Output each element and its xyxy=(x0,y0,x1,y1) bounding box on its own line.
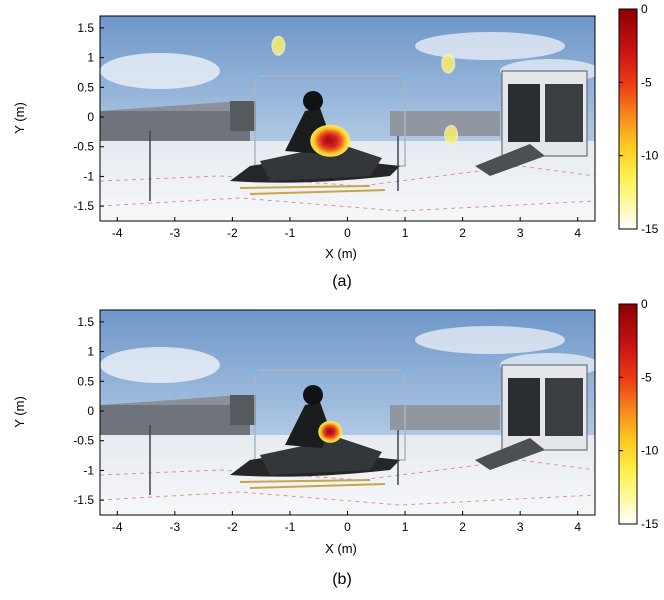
y-tick-label: 0.5 xyxy=(77,374,94,388)
y-tick-label: 1 xyxy=(87,345,94,359)
acoustic-heatmap-a xyxy=(271,35,459,157)
x-axis-label-b: X (m) xyxy=(325,541,357,556)
photo-background xyxy=(100,310,595,515)
sound-source-peak xyxy=(310,124,351,157)
y-tick-label: 1.5 xyxy=(77,315,94,329)
y-tick-label: 0 xyxy=(87,110,94,124)
colorbar-tick-label: -15 xyxy=(641,222,659,236)
x-axis-ticks-a: -4 -3 -2 -1 0 1 2 3 4 xyxy=(112,217,581,240)
panel-a: 1.510.50-0.5-1-1.5 -4 -3 -2 -1 0 1 2 3 4 X (m) Y… xyxy=(12,2,659,290)
colorbar-a xyxy=(618,8,638,230)
colorbar-tick-label: -5 xyxy=(641,75,652,89)
photo-background xyxy=(100,16,595,221)
x-tick-label: 0 xyxy=(344,226,351,240)
y-tick-label: -1.5 xyxy=(73,199,94,213)
y-tick-label: 0 xyxy=(87,404,94,418)
y-tick-label: -1 xyxy=(83,169,94,183)
x-tick-label: -1 xyxy=(285,520,296,534)
x-axis-label-a: X (m) xyxy=(325,246,357,261)
x-tick-label: 2 xyxy=(459,226,466,240)
x-tick-label: -2 xyxy=(227,520,238,534)
x-tick-label: -3 xyxy=(169,520,180,534)
x-tick-label: -1 xyxy=(285,226,296,240)
panel-b: 1.510.50-0.5-1-1.5 -4 -3 -2 -1 0 1 2 3 4 X (m) Y… xyxy=(12,297,659,588)
y-tick-label: 1.5 xyxy=(77,21,94,35)
y-axis-label-a: Y (m) xyxy=(12,102,27,134)
x-axis-ticks-b: -4 -3 -2 -1 0 1 2 3 4 xyxy=(112,511,581,534)
x-tick-label: 2 xyxy=(459,520,466,534)
panel-caption-b: (b) xyxy=(332,571,352,588)
sound-source-sidelobe xyxy=(444,124,459,145)
y-tick-label: -0.5 xyxy=(73,434,94,448)
colorbar-tick-label: -10 xyxy=(641,444,659,458)
x-tick-label: 3 xyxy=(517,226,524,240)
x-tick-label: -4 xyxy=(112,520,123,534)
colorbar-tick-label: 0 xyxy=(641,297,648,311)
colorbar-tick-label: -15 xyxy=(641,517,659,531)
colorbar-tick-label: -5 xyxy=(641,370,652,384)
y-axis-label-b: Y (m) xyxy=(12,396,27,428)
colorbar-ticks-a: 0 -5 -10 -15 xyxy=(619,2,659,236)
x-tick-label: 3 xyxy=(517,520,524,534)
y-tick-label: -1 xyxy=(83,463,94,477)
x-tick-label: 0 xyxy=(344,520,351,534)
acoustic-heatmap-b xyxy=(318,420,343,443)
colorbar-b xyxy=(618,303,638,525)
y-tick-label: -0.5 xyxy=(73,140,94,154)
x-tick-label: -2 xyxy=(227,226,238,240)
y-axis-ticks-b: 1.5 1 0.5 0 -0.5 -1 -1.5 xyxy=(73,315,104,507)
x-tick-label: 1 xyxy=(402,520,409,534)
x-tick-label: -4 xyxy=(112,226,123,240)
y-tick-label: 1 xyxy=(87,51,94,65)
y-tick-label: -1.5 xyxy=(73,493,94,507)
sound-source-peak xyxy=(318,420,343,443)
colorbar-tick-label: -10 xyxy=(641,149,659,163)
panel-caption-a: (a) xyxy=(332,273,352,290)
y-axis-ticks-a: 1.5 1 0.5 0 -0.5 -1 -1.5 xyxy=(73,21,104,213)
y-tick-label: 0.5 xyxy=(77,80,94,94)
x-tick-label: 4 xyxy=(574,520,581,534)
sound-source-sidelobe xyxy=(271,35,286,56)
x-tick-label: 1 xyxy=(402,226,409,240)
colorbar-tick-label: 0 xyxy=(641,2,648,16)
x-tick-label: 4 xyxy=(574,226,581,240)
colorbar-ticks-b: 0 -5 -10 -15 xyxy=(619,297,659,531)
x-tick-label: -3 xyxy=(169,226,180,240)
sound-source-sidelobe xyxy=(441,53,456,74)
